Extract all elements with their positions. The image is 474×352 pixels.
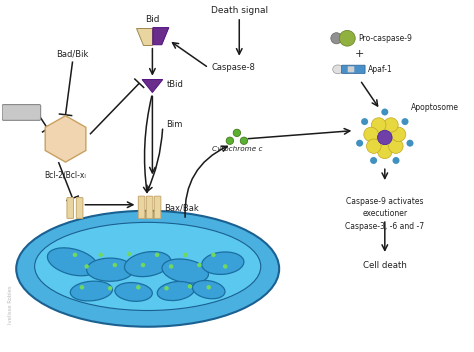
Ellipse shape (70, 281, 112, 301)
Circle shape (389, 139, 403, 153)
Ellipse shape (202, 252, 244, 275)
Text: tBid: tBid (166, 80, 183, 89)
Ellipse shape (162, 259, 209, 283)
Circle shape (169, 264, 173, 269)
Text: ABT-737: ABT-737 (6, 109, 36, 115)
Circle shape (136, 285, 141, 290)
Ellipse shape (35, 222, 261, 310)
Ellipse shape (333, 65, 343, 74)
Text: Death signal: Death signal (211, 6, 268, 15)
Circle shape (226, 137, 234, 144)
Polygon shape (142, 80, 163, 93)
Text: Bax/Bak: Bax/Bak (164, 203, 199, 212)
Circle shape (392, 157, 400, 164)
Circle shape (84, 264, 89, 269)
Circle shape (155, 253, 159, 257)
Circle shape (339, 30, 355, 46)
Circle shape (407, 140, 413, 147)
Circle shape (233, 129, 241, 137)
Polygon shape (153, 27, 169, 45)
Text: Apaf-1: Apaf-1 (368, 65, 393, 74)
Text: Bim: Bim (166, 120, 183, 130)
Text: Cytochrome c: Cytochrome c (212, 146, 262, 152)
Ellipse shape (115, 283, 152, 301)
Text: Cell death: Cell death (363, 261, 407, 270)
Circle shape (99, 253, 103, 257)
Circle shape (223, 264, 228, 269)
Polygon shape (136, 27, 152, 45)
FancyBboxPatch shape (76, 197, 83, 219)
Circle shape (164, 286, 169, 290)
Polygon shape (45, 116, 86, 162)
FancyBboxPatch shape (67, 197, 73, 219)
Circle shape (364, 127, 378, 142)
Ellipse shape (192, 281, 225, 299)
FancyBboxPatch shape (154, 196, 161, 219)
FancyBboxPatch shape (342, 65, 365, 74)
Circle shape (197, 263, 201, 267)
Circle shape (141, 263, 145, 267)
Ellipse shape (87, 258, 134, 281)
Circle shape (188, 284, 192, 289)
Circle shape (381, 108, 388, 115)
FancyBboxPatch shape (348, 66, 354, 73)
Ellipse shape (125, 252, 171, 277)
FancyBboxPatch shape (138, 196, 145, 219)
Circle shape (377, 130, 392, 145)
Text: Caspase-8: Caspase-8 (211, 63, 255, 73)
FancyBboxPatch shape (146, 196, 153, 219)
Circle shape (372, 118, 386, 132)
Circle shape (331, 33, 342, 44)
Circle shape (108, 286, 112, 290)
Text: Apoptosome: Apoptosome (410, 103, 459, 112)
Circle shape (370, 157, 377, 164)
Ellipse shape (47, 248, 98, 276)
Ellipse shape (157, 282, 194, 301)
Text: +: + (355, 49, 365, 59)
Circle shape (207, 285, 211, 290)
Ellipse shape (16, 211, 279, 327)
Text: Bid: Bid (145, 15, 160, 24)
FancyBboxPatch shape (2, 105, 41, 120)
Text: Bad/Bik: Bad/Bik (56, 50, 89, 59)
Text: Bcl-2/Bcl-xₗ: Bcl-2/Bcl-xₗ (45, 170, 86, 180)
Circle shape (361, 118, 368, 125)
Circle shape (127, 252, 131, 256)
Text: Pro-caspase-9: Pro-caspase-9 (358, 34, 412, 43)
Text: Caspase-9 activates
executioner
Caspase-3, -6 and -7: Caspase-9 activates executioner Caspase-… (345, 197, 424, 231)
Circle shape (356, 140, 363, 147)
Circle shape (391, 127, 406, 142)
Circle shape (183, 253, 188, 257)
Text: Ivelisse Robles: Ivelisse Robles (8, 286, 13, 325)
Circle shape (73, 253, 77, 257)
Circle shape (366, 139, 381, 153)
Circle shape (240, 137, 248, 144)
Circle shape (113, 263, 117, 267)
Circle shape (377, 144, 392, 159)
Circle shape (401, 118, 409, 125)
Circle shape (80, 285, 84, 290)
Circle shape (383, 118, 398, 132)
Circle shape (211, 253, 216, 257)
